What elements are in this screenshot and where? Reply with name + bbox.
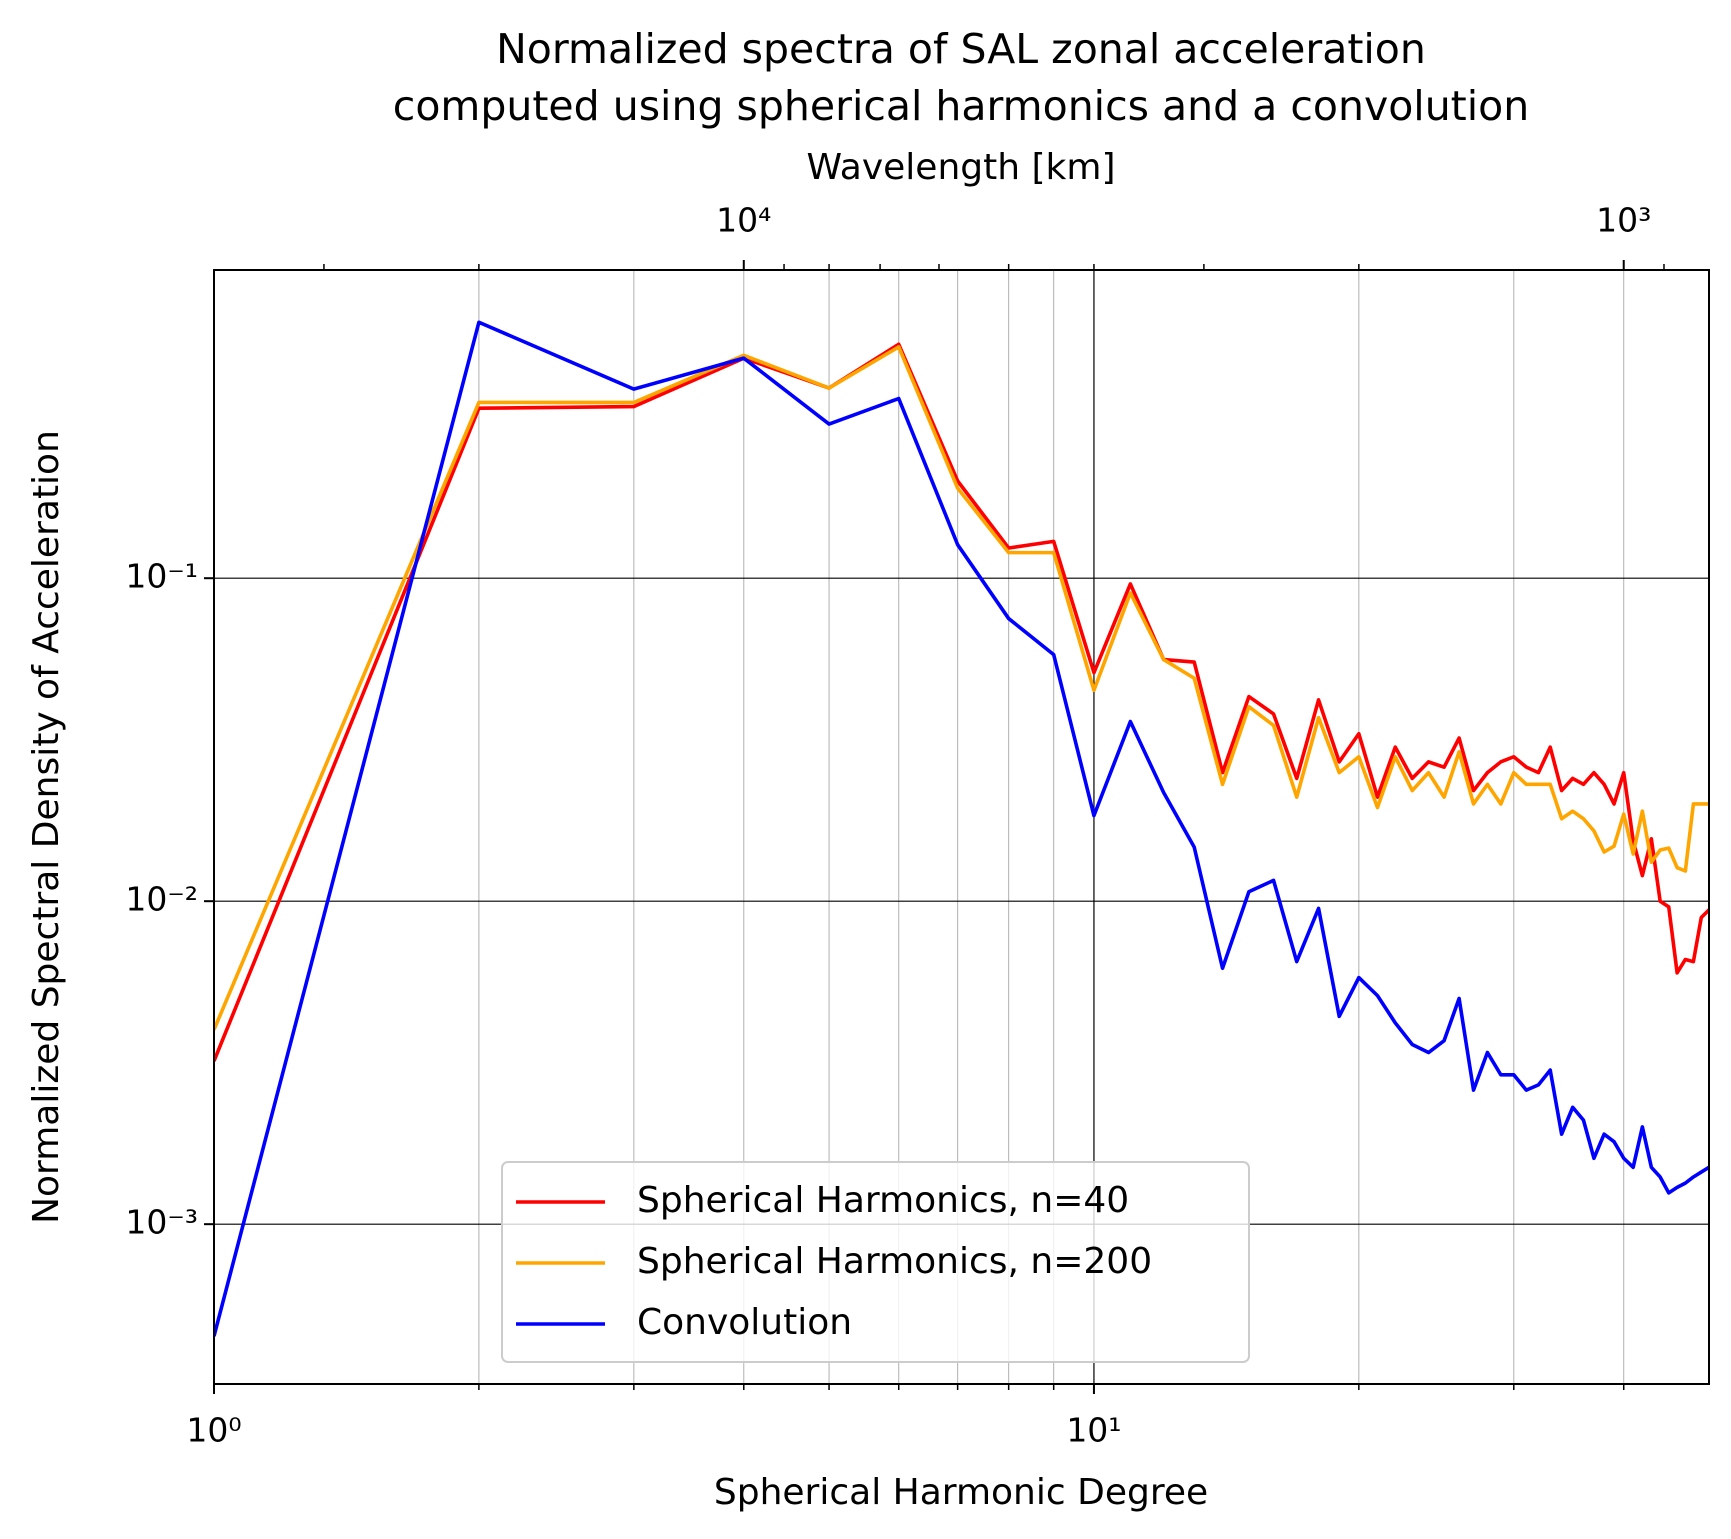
plot-frame [213, 269, 1710, 1385]
x2-tick-label: 10³ [1596, 201, 1651, 240]
x-axis-label: Spherical Harmonic Degree [714, 1472, 1208, 1513]
x2-tick-label: 10⁴ [716, 201, 771, 240]
x-tick-label: 10⁰ [186, 1411, 241, 1450]
x-tick-label: 10¹ [1066, 1411, 1121, 1450]
data-line [214, 320, 1709, 1337]
chart-subtitle: computed using spherical harmonics and a… [393, 82, 1529, 130]
legend-box [501, 1161, 1250, 1363]
y-axis-label: Normalized Spectral Density of Accelerat… [26, 430, 67, 1224]
x2-axis-label: Wavelength [km] [806, 147, 1115, 188]
legend-label: Spherical Harmonics, n=40 [637, 1180, 1129, 1221]
y-tick-label: 10⁻² [125, 880, 198, 919]
data-line [214, 342, 1709, 1062]
y-tick-label: 10⁻³ [125, 1203, 198, 1242]
data-line [214, 345, 1709, 1031]
legend-label: Convolution [637, 1302, 852, 1343]
chart-title: Normalized spectra of SAL zonal accelera… [496, 25, 1426, 73]
y-tick-label: 10⁻¹ [125, 557, 198, 596]
legend-label: Spherical Harmonics, n=200 [637, 1241, 1152, 1282]
